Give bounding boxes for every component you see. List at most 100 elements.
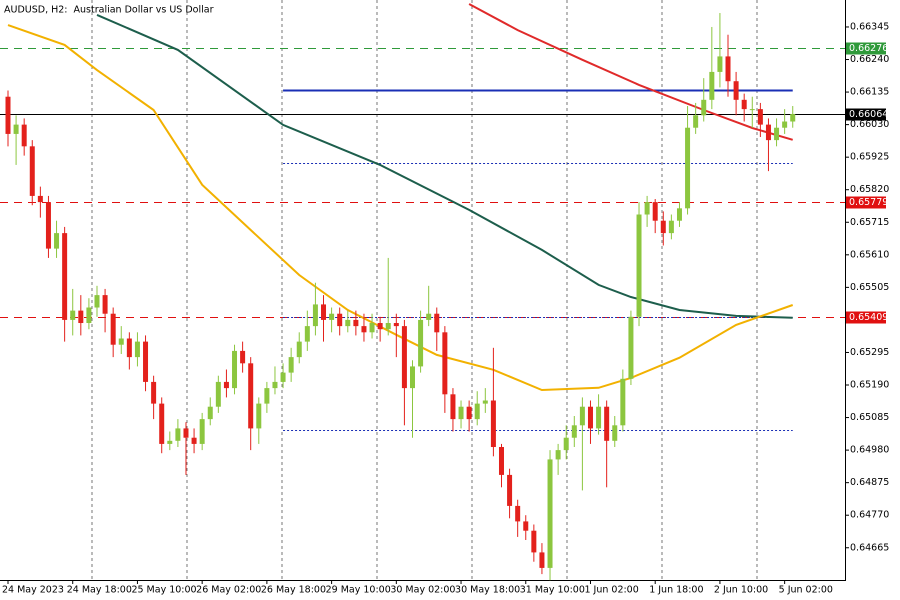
candle-body xyxy=(765,124,771,141)
candle-body xyxy=(434,313,440,333)
x-tick-label: 25 May 10:00 xyxy=(131,585,196,596)
price-badge xyxy=(846,42,886,55)
candle-body xyxy=(183,428,189,438)
y-tick-label: 0.66135 xyxy=(850,87,889,98)
candle-body xyxy=(102,295,108,314)
candle-body xyxy=(539,552,545,568)
candle-body xyxy=(62,233,68,320)
candle-body xyxy=(668,220,674,234)
x-tick-label: 1 Jun 18:00 xyxy=(649,585,703,596)
candle-body xyxy=(515,505,521,522)
price-badge xyxy=(846,108,886,121)
candle-body xyxy=(620,378,626,426)
candle-body xyxy=(345,319,351,327)
candle-body xyxy=(223,381,229,389)
candle-body xyxy=(304,326,310,342)
x-tick-label: 26 May 02:00 xyxy=(196,585,261,596)
candle-body xyxy=(151,381,157,404)
candle-body xyxy=(676,208,682,221)
price-badge-label: 0.66276 xyxy=(849,43,888,54)
chart-title: AUDUSD, H2: Australian Dollar vs US Doll… xyxy=(4,5,214,16)
x-tick-label: 5 Jun 02:00 xyxy=(779,585,833,596)
candle-body xyxy=(288,357,294,373)
y-tick-label: 0.65715 xyxy=(850,217,889,228)
candle-body xyxy=(563,437,569,451)
y-tick-label: 0.65820 xyxy=(850,184,889,195)
candle-body xyxy=(199,419,205,444)
candle-body xyxy=(369,323,375,333)
candle-body xyxy=(442,332,448,395)
price-badge-label: 0.66064 xyxy=(849,109,888,120)
candle-body xyxy=(296,341,302,358)
price-badge-label: 0.65409 xyxy=(849,312,888,323)
marks xyxy=(5,3,796,581)
candle-body xyxy=(126,338,132,358)
candle-body xyxy=(498,447,504,475)
y-tick-label: 0.66030 xyxy=(850,119,889,130)
candle-body xyxy=(774,127,780,141)
moving-average xyxy=(96,13,793,319)
candle-body xyxy=(782,121,788,128)
price-badge-label: 0.65779 xyxy=(849,197,888,208)
candle-body xyxy=(636,214,642,317)
candle-body xyxy=(547,459,553,568)
candle-body xyxy=(587,406,593,429)
candle-body xyxy=(652,202,658,221)
candle-body xyxy=(329,313,335,320)
candle-body xyxy=(232,350,238,389)
candle-body xyxy=(523,521,529,531)
candle-body xyxy=(37,195,43,203)
candle-body xyxy=(207,406,213,420)
x-tick-label: 24 May 18:00 xyxy=(67,585,132,596)
candle-body xyxy=(749,109,755,111)
candle-body xyxy=(474,403,480,420)
candle-body xyxy=(337,313,343,327)
candle-body xyxy=(385,323,391,330)
candle-body xyxy=(312,304,318,327)
candle-body xyxy=(418,319,424,367)
candle-body xyxy=(167,440,173,444)
candle-body xyxy=(693,115,699,128)
candle-body xyxy=(490,400,496,448)
candle-body xyxy=(118,338,124,345)
x-tick-label: 26 May 18:00 xyxy=(261,585,326,596)
candle-body xyxy=(21,124,27,147)
candle-body xyxy=(134,341,140,358)
candle-body xyxy=(94,295,100,308)
candle-body xyxy=(596,406,602,429)
candle-body xyxy=(466,406,472,420)
candle-body xyxy=(401,326,407,389)
y-tick-label: 0.64875 xyxy=(850,477,889,488)
candle-body xyxy=(264,388,270,404)
levels xyxy=(0,48,845,431)
candle-body xyxy=(507,474,513,506)
candle-body xyxy=(54,233,60,249)
x-tick-label: 29 May 10:00 xyxy=(326,585,391,596)
candle-body xyxy=(612,425,618,441)
candle-body xyxy=(215,381,221,407)
candle-body xyxy=(5,96,11,134)
candle-body xyxy=(790,114,796,122)
moving-average xyxy=(468,3,793,141)
candle-body xyxy=(377,323,383,330)
candle-body xyxy=(29,146,35,196)
y-tick-label: 0.66345 xyxy=(850,21,889,32)
y-tick-label: 0.65505 xyxy=(850,282,889,293)
x-tick-label: 31 May 10:00 xyxy=(520,585,585,596)
candle-body xyxy=(644,202,650,215)
candle-body xyxy=(531,530,537,553)
x-tick-label: 2 Jun 10:00 xyxy=(714,585,768,596)
grid xyxy=(91,0,758,580)
candle-body xyxy=(393,323,399,327)
y-tick-label: 0.64980 xyxy=(850,445,889,456)
candle-body xyxy=(757,109,763,125)
candle-body xyxy=(717,56,723,72)
x-tick-label: 30 May 18:00 xyxy=(455,585,520,596)
y-tick-label: 0.65085 xyxy=(850,412,889,423)
candle-body xyxy=(426,313,432,320)
candle-body xyxy=(628,316,634,379)
candle-body xyxy=(86,307,92,324)
candle-body xyxy=(70,310,76,320)
candle-body xyxy=(450,394,456,420)
